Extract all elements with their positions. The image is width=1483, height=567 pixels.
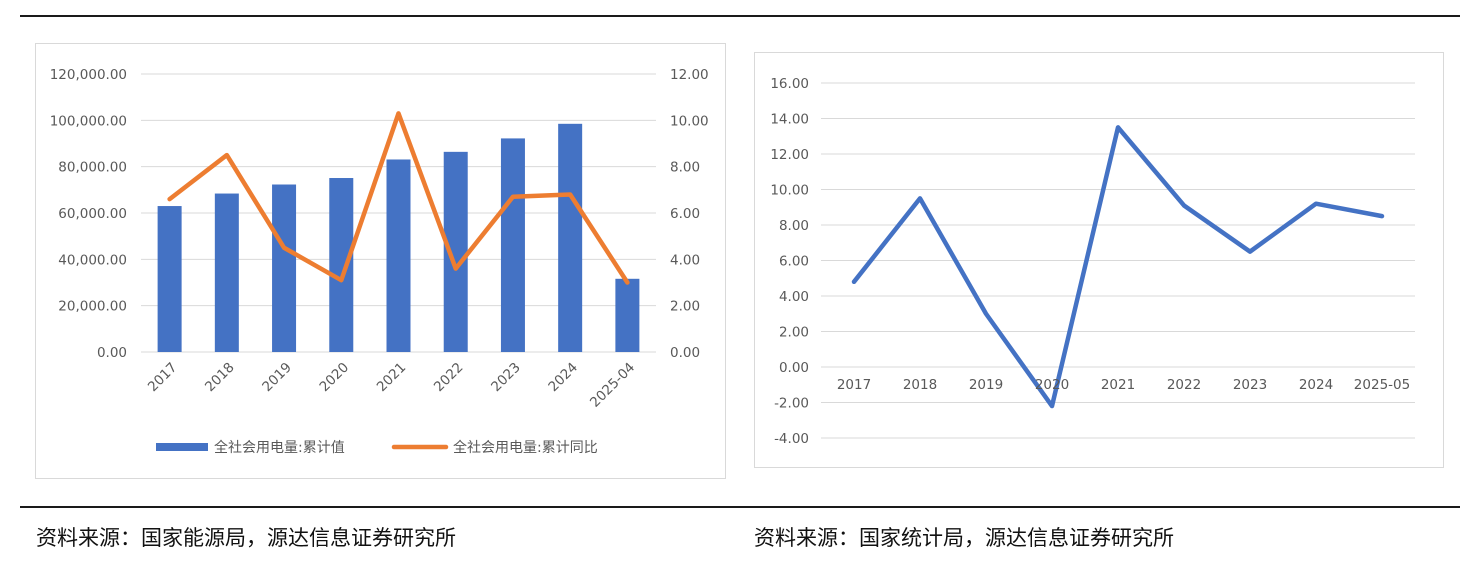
bar: [157, 206, 182, 352]
right-axis-tick-label: 10.00: [670, 113, 709, 129]
y-axis-tick-label: -2.00: [774, 396, 809, 412]
y-axis-tick-label: 12.00: [770, 147, 809, 163]
left-axis-tick-label: 0.00: [97, 345, 127, 361]
left-source-caption: 资料来源：国家能源局，源达信息证券研究所: [36, 526, 456, 550]
x-axis-tick-label: 2021: [1101, 377, 1135, 393]
x-axis-tick-label: 2018: [903, 377, 937, 393]
x-axis-tick-label: 2017: [837, 377, 871, 393]
right-source-caption: 资料来源：国家统计局，源达信息证券研究所: [754, 526, 1174, 550]
right-chart-panel: -4.00 -2.00 0.00 2.00 4.00 6.00 8.00 10.00 12.00…: [754, 52, 1444, 468]
y-axis-tick-label: 0.00: [779, 360, 809, 376]
left-axis-tick-label: 100,000.00: [50, 113, 127, 129]
bar: [558, 123, 583, 352]
right-axis-tick-label: 12.00: [670, 67, 709, 83]
x-axis-tick-label: 2018: [202, 360, 238, 396]
bottom-rule: [20, 506, 1460, 508]
x-axis-tick-label: 2023: [1233, 377, 1267, 393]
left-chart-panel: 0.00 20,000.00 40,000.00 60,000.00 80,000.00…: [35, 43, 726, 479]
bar: [214, 193, 239, 352]
left-axis-tick-label: 60,000.00: [58, 206, 127, 222]
right-axis-tick-label: 6.00: [670, 206, 700, 222]
x-axis-tick-label: 2019: [259, 360, 295, 396]
y-axis-tick-label: 4.00: [779, 289, 809, 305]
bar: [615, 278, 640, 352]
legend-bar-swatch: [156, 443, 208, 451]
y-axis-tick-label: 16.00: [770, 76, 809, 92]
x-axis-tick-label: 2019: [969, 377, 1003, 393]
bar: [272, 184, 297, 352]
right-axis-tick-label: 2.00: [670, 299, 700, 315]
left-axis-tick-label: 80,000.00: [58, 160, 127, 176]
legend-line-label: 全社会用电量:累计同比: [453, 439, 598, 456]
left-axis-tick-label: 120,000.00: [50, 67, 127, 83]
bar: [386, 159, 411, 352]
left-axis-tick-label: 20,000.00: [58, 299, 127, 315]
bar: [500, 138, 525, 352]
x-axis-tick-label: 2025-05: [1354, 377, 1410, 393]
y-axis-tick-label: 14.00: [770, 112, 809, 128]
bar: [329, 178, 354, 352]
x-axis-tick-label: 2023: [488, 360, 524, 396]
y-axis-tick-label: 2.00: [779, 325, 809, 341]
right-axis-tick-label: 0.00: [670, 345, 700, 361]
right-axis-tick-label: 4.00: [670, 252, 700, 268]
right-axis-tick-label: 8.00: [670, 160, 700, 176]
x-axis-tick-label: 2025-04: [587, 360, 638, 411]
y-axis-tick-label: -4.00: [774, 431, 809, 447]
line-series: [167, 111, 630, 285]
x-axis-tick-label: 2024: [1299, 377, 1333, 393]
x-axis-tick-label: 2022: [431, 360, 467, 396]
left-chart: 0.00 20,000.00 40,000.00 60,000.00 80,000.00…: [50, 67, 709, 456]
top-rule: [20, 15, 1460, 17]
x-axis-tick-label: 2020: [1035, 377, 1069, 393]
line-series: [851, 125, 1385, 409]
legend-bar-label: 全社会用电量:累计值: [214, 439, 345, 456]
y-axis-tick-label: 6.00: [779, 254, 809, 270]
x-axis-tick-label: 2024: [545, 360, 581, 396]
x-axis-tick-label: 2020: [316, 360, 352, 396]
x-axis-tick-label: 2017: [145, 360, 181, 396]
right-chart: -4.00 -2.00 0.00 2.00 4.00 6.00 8.00 10.00 12.00…: [770, 76, 1415, 447]
x-axis-tick-label: 2021: [374, 360, 410, 396]
left-axis-tick-label: 40,000.00: [58, 252, 127, 268]
x-axis-tick-label: 2022: [1167, 377, 1201, 393]
y-axis-tick-label: 8.00: [779, 218, 809, 234]
y-axis-tick-label: 10.00: [770, 183, 809, 199]
